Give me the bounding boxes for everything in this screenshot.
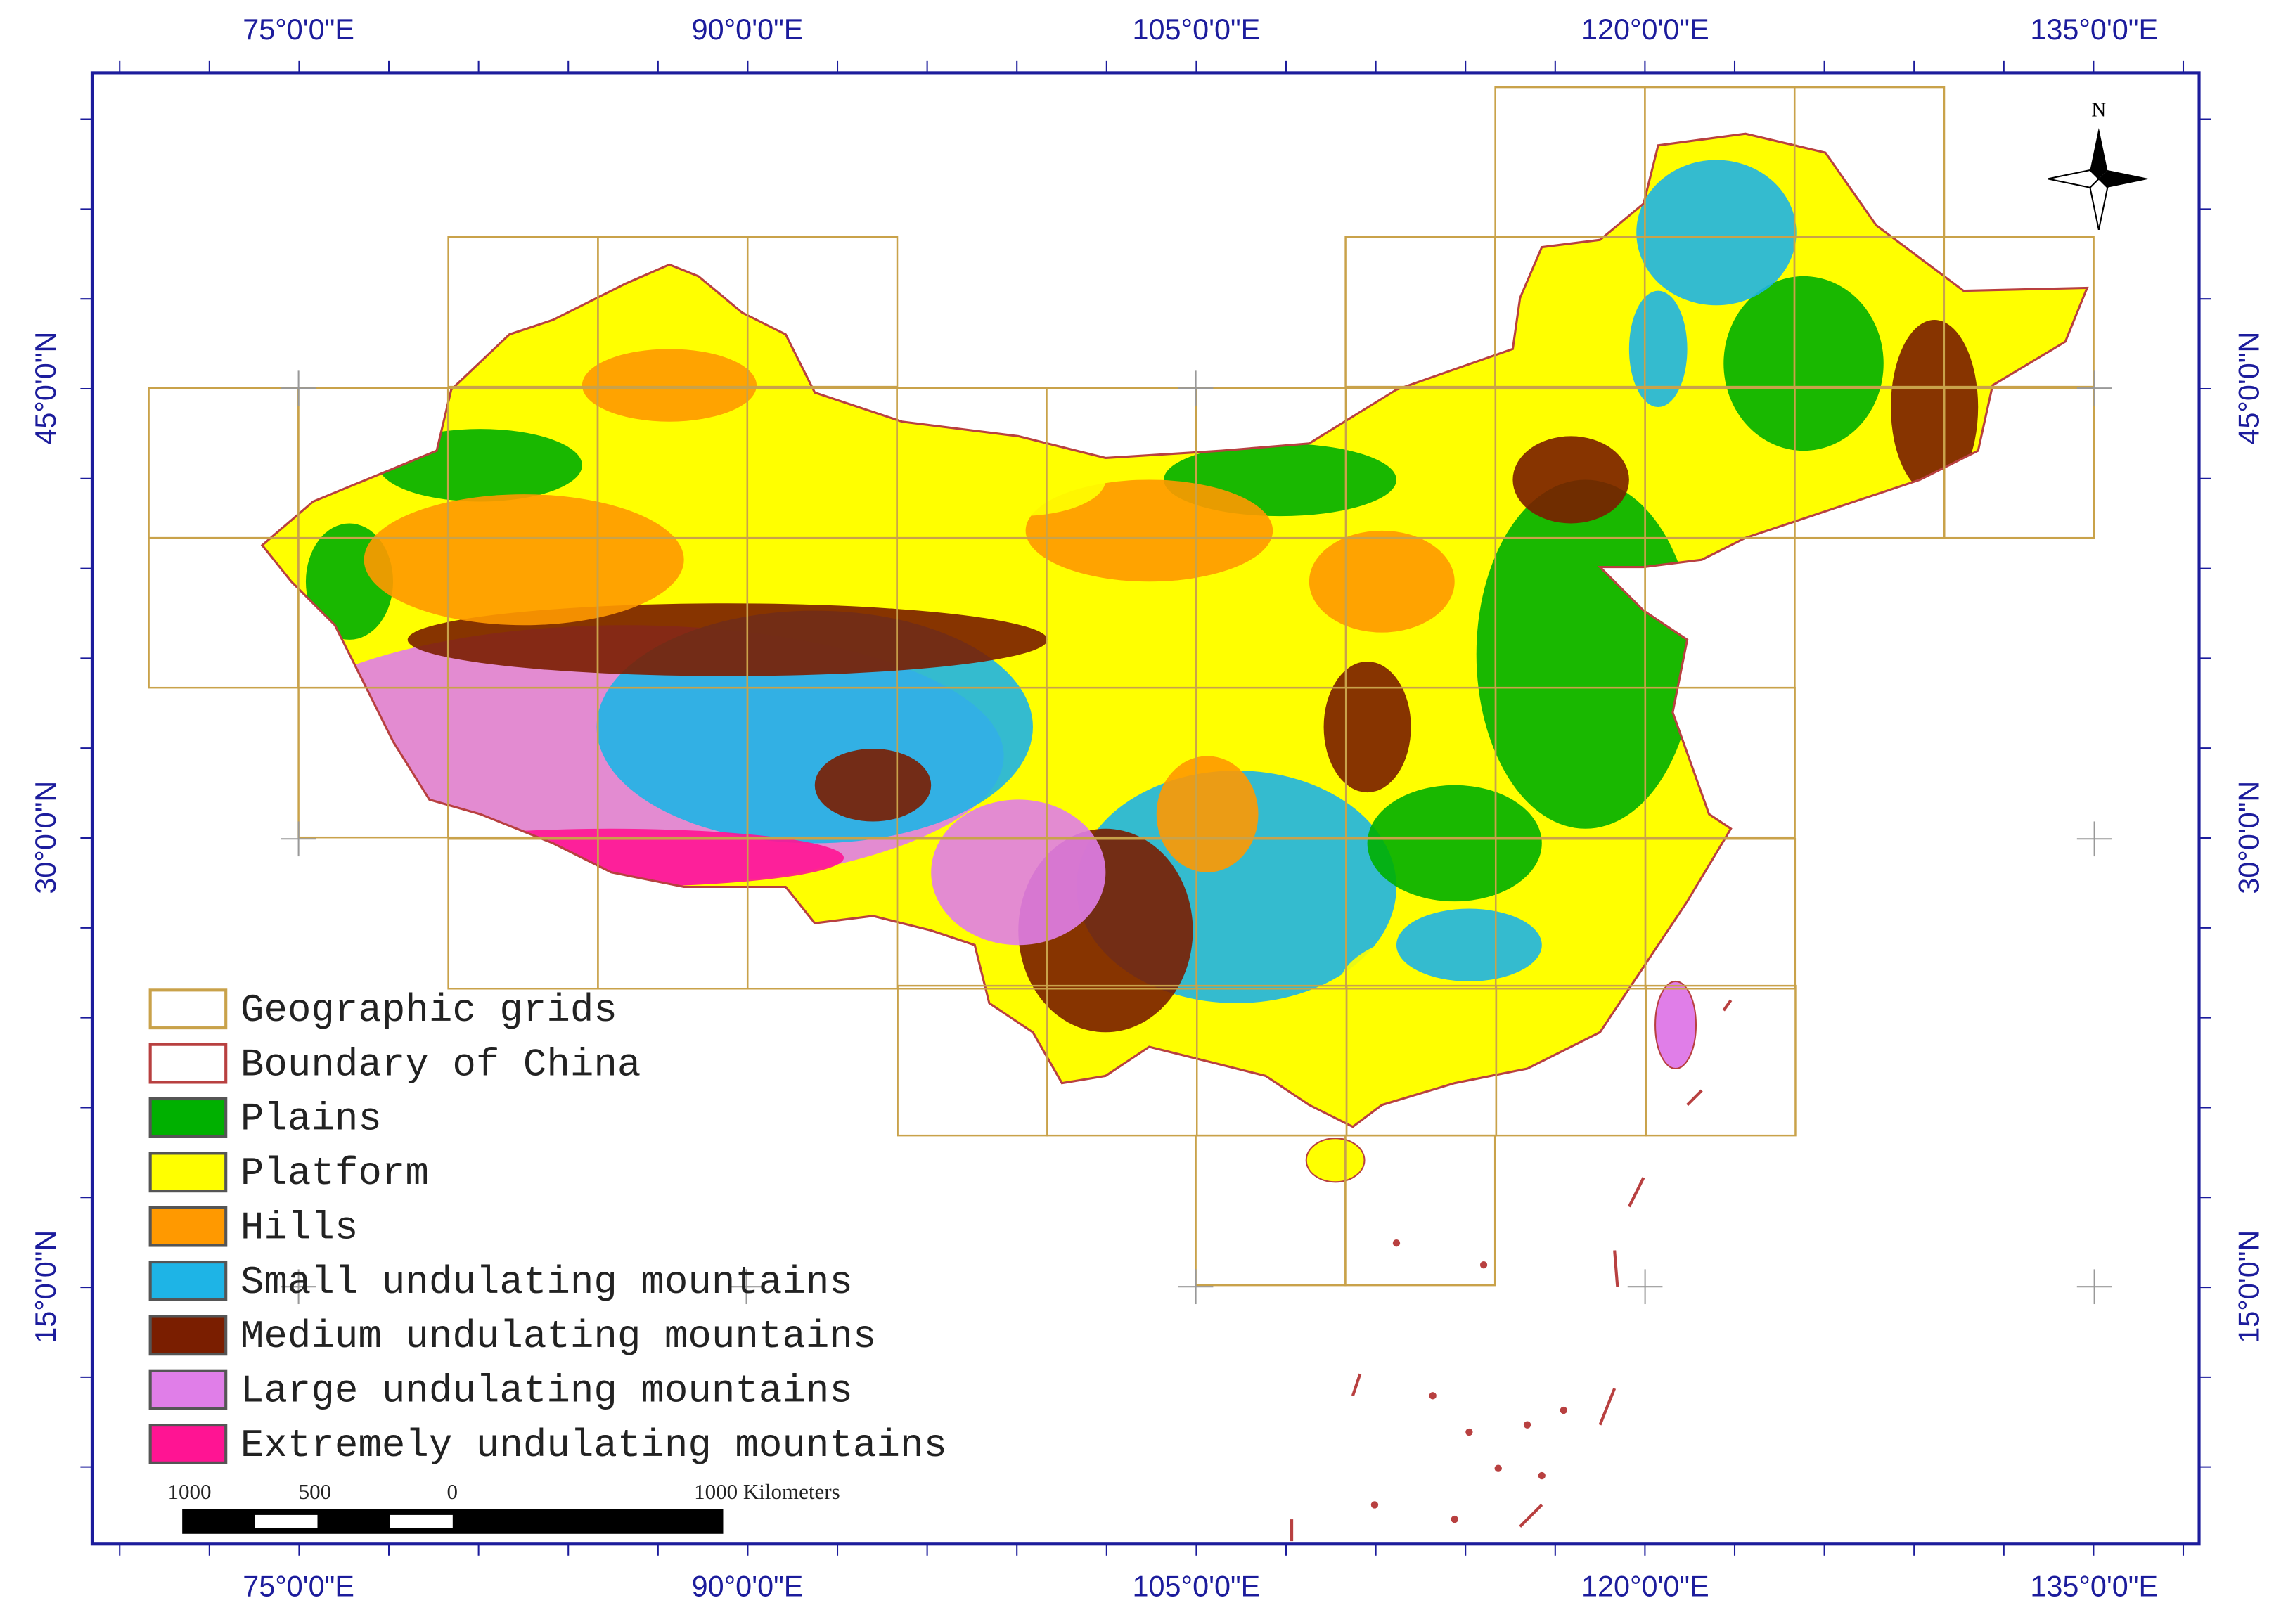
scale-segment — [255, 1514, 318, 1528]
lon-label-bottom: 135°0'0"E — [2030, 1571, 2158, 1603]
scale-segment — [390, 1514, 453, 1528]
scale-label: 1000 — [167, 1479, 211, 1504]
scale-label: 1000 Kilometers — [694, 1479, 840, 1504]
lat-label-right: 15°0'0"N — [2232, 1230, 2265, 1343]
terrain-patch — [582, 349, 757, 422]
china-boundary — [260, 132, 2089, 1128]
lat-label-left: 30°0'0"N — [30, 781, 62, 894]
terrain-patch — [931, 443, 1106, 517]
arrow-e — [2098, 169, 2150, 188]
terrain-patch — [1367, 785, 1542, 902]
legend-label: Hills — [240, 1206, 359, 1250]
island — [1479, 1261, 1488, 1269]
lat-label-right: 30°0'0"N — [2232, 781, 2265, 894]
lon-label-bottom: 120°0'0"E — [1581, 1571, 1709, 1603]
terrain-patch — [931, 799, 1106, 946]
arrow-n — [2090, 127, 2108, 179]
legend-label: Large undulating mountains — [240, 1369, 853, 1413]
scale-label: 500 — [299, 1479, 332, 1504]
grid-cell — [1344, 1134, 1496, 1287]
grid-cell — [1644, 838, 1797, 990]
dash-line — [1722, 999, 1733, 1012]
terrain-patch — [1025, 479, 1273, 582]
terrain-patch — [1323, 661, 1411, 793]
terrain-patch — [814, 749, 932, 822]
island — [1523, 1421, 1531, 1429]
terrain-patch — [364, 494, 684, 626]
dash-line — [1613, 1250, 1619, 1287]
island — [1429, 1392, 1437, 1400]
lon-label-top: 90°0'0"E — [692, 13, 804, 46]
north-arrow — [2048, 127, 2150, 230]
legend-label: Medium undulating mountains — [240, 1315, 877, 1359]
island — [1560, 1406, 1567, 1414]
island — [1494, 1464, 1502, 1472]
terrain-patch — [1309, 530, 1455, 633]
legend-label: Small undulating mountains — [240, 1261, 853, 1305]
grid-cell — [1644, 686, 1796, 839]
dash-line — [1628, 1177, 1645, 1208]
legend-swatch — [148, 1206, 228, 1247]
legend-swatch — [148, 1369, 228, 1410]
dash-line — [1351, 1373, 1362, 1396]
lat-label-right: 45°0'0"N — [2232, 332, 2265, 445]
geographic-grids — [148, 86, 2095, 1287]
terrain-patch — [1891, 319, 1979, 495]
terrain-patch — [1723, 276, 1884, 451]
legend-swatch — [148, 1152, 228, 1193]
lat-label-left: 45°0'0"N — [30, 332, 62, 445]
hainan — [1305, 1138, 1366, 1183]
terrain-patch — [1476, 479, 1695, 829]
grid-cell — [1943, 387, 2095, 539]
lon-label-top: 135°0'0"E — [2030, 13, 2158, 46]
terrain-patch — [1636, 160, 1797, 306]
legend-swatch — [148, 1260, 228, 1301]
terrain-patch — [1628, 290, 1688, 408]
taiwan — [1654, 980, 1697, 1070]
scale-label: 0 — [447, 1479, 458, 1504]
terrain — [260, 132, 2089, 1183]
legend-swatch — [148, 1097, 228, 1138]
terrain-patch — [1396, 908, 1542, 981]
legend-swatch — [148, 1424, 228, 1464]
legend-label: Boundary of China — [240, 1043, 641, 1087]
map-frame — [90, 71, 2201, 1546]
dash-line — [1598, 1388, 1617, 1426]
island — [1392, 1239, 1401, 1247]
legend-label: Geographic grids — [240, 988, 617, 1033]
lon-label-top: 105°0'0"E — [1133, 13, 1261, 46]
lon-label-bottom: 105°0'0"E — [1133, 1571, 1261, 1603]
grid-cell — [1645, 984, 1797, 1137]
lon-label-bottom: 90°0'0"E — [692, 1571, 804, 1603]
island — [1451, 1515, 1458, 1523]
grid-cell — [1943, 236, 2095, 388]
lon-label-top: 120°0'0"E — [1581, 13, 1709, 46]
dash-line — [1686, 1089, 1703, 1107]
terrain-patch — [1512, 436, 1629, 524]
lon-label-bottom: 75°0'0"E — [243, 1571, 354, 1603]
dash-line — [1519, 1503, 1543, 1528]
legend-swatch — [148, 988, 228, 1030]
legend-label: Platform — [240, 1152, 429, 1196]
lon-label-top: 75°0'0"E — [243, 13, 354, 46]
legend-label: Plains — [240, 1097, 382, 1142]
lat-label-left: 15°0'0"N — [30, 1230, 62, 1343]
island — [1465, 1428, 1473, 1436]
north-label: N — [2091, 98, 2106, 121]
island — [1370, 1501, 1379, 1509]
grid-cell — [746, 236, 899, 388]
legend-swatch — [148, 1315, 228, 1356]
island — [1538, 1471, 1546, 1480]
legend-label: Extremely undulating mountains — [240, 1424, 947, 1468]
legend-swatch — [148, 1043, 228, 1084]
terrain-patch — [1156, 756, 1259, 872]
